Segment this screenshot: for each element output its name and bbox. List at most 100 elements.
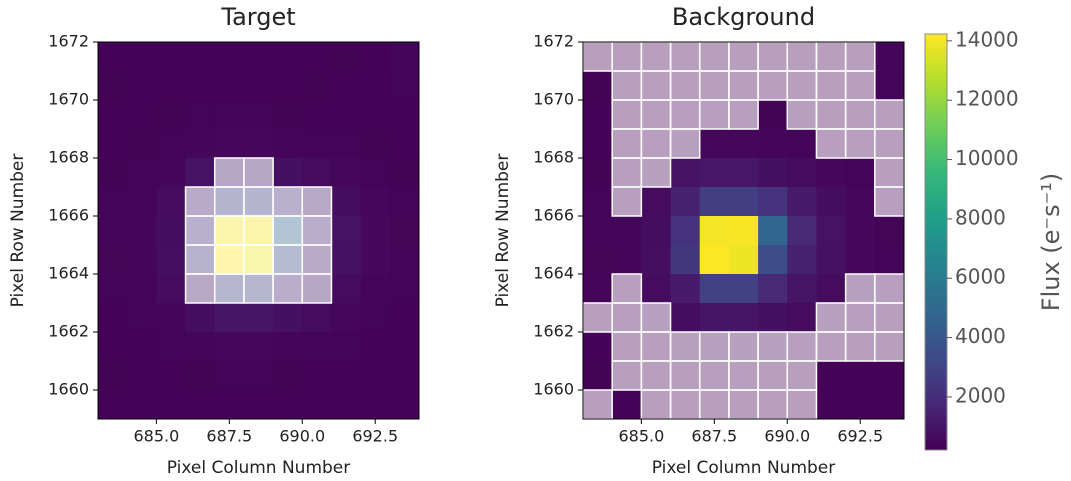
heat-cell <box>302 303 332 333</box>
mask-cell <box>156 216 185 245</box>
colorbar-step <box>925 375 947 380</box>
mask-cell <box>698 389 730 419</box>
mask-cell <box>184 215 216 246</box>
colorbar-step <box>925 412 947 418</box>
mask-cell <box>700 129 729 158</box>
heat-cell <box>127 361 157 391</box>
heat-cell <box>360 42 391 72</box>
mask-cell <box>361 71 390 100</box>
mask-cell <box>641 187 670 216</box>
y-axis-label: Pixel Row Number <box>8 154 28 308</box>
heat-cell <box>331 158 362 188</box>
heat-cell <box>583 361 613 391</box>
mask-cell <box>671 303 700 332</box>
mask-cell <box>669 389 701 419</box>
mask-cell <box>758 100 787 129</box>
heat-cell <box>670 274 701 304</box>
heat-cell <box>273 158 303 188</box>
mask-cell <box>156 245 185 274</box>
mask-cell <box>127 42 156 71</box>
colorbar-step <box>925 88 947 93</box>
heat-cell <box>156 390 187 419</box>
mask-cell <box>98 303 127 332</box>
colorbar-step <box>925 67 947 72</box>
heat-cell <box>273 129 303 159</box>
mask-cell <box>215 42 244 71</box>
mask-cell <box>669 360 701 391</box>
mask-cell <box>875 361 904 390</box>
mask-cell <box>700 216 729 245</box>
mask-cell <box>816 390 845 419</box>
mask-cell <box>787 158 816 187</box>
heat-cell <box>816 390 847 419</box>
mask-cell <box>583 42 613 72</box>
colorbar-step <box>925 250 947 255</box>
heat-cell <box>185 332 216 362</box>
mask-cell <box>700 245 729 274</box>
heat-cell <box>758 245 788 275</box>
mask-cell <box>98 274 127 303</box>
mask-cell <box>273 42 302 71</box>
heat-cell <box>845 390 876 419</box>
heat-cell <box>845 216 876 246</box>
mask-cell <box>184 244 216 275</box>
y-tick-label: 1664 <box>48 264 89 283</box>
colorbar-step <box>925 287 947 293</box>
mask-cell <box>390 158 419 187</box>
heat-cell <box>816 274 847 304</box>
mask-cell <box>787 274 816 303</box>
mask-cell <box>583 158 612 187</box>
heat-cell <box>816 187 847 217</box>
mask-cell <box>390 361 419 390</box>
colorbar-step <box>925 142 947 147</box>
colorbar-step <box>925 237 947 243</box>
mask-cell <box>698 331 730 362</box>
mask-cell <box>331 303 360 332</box>
colorbar-step <box>925 283 947 289</box>
heat-cell <box>360 390 391 419</box>
mask-cell <box>390 71 419 100</box>
mask-cell <box>815 302 847 333</box>
heat-cell <box>758 303 788 333</box>
heat-cell <box>331 216 362 246</box>
mask-cell <box>815 99 847 130</box>
mask-cell <box>127 390 156 419</box>
mask-cell <box>331 216 360 245</box>
heat-cell <box>302 100 332 130</box>
colorbar-step <box>925 266 947 272</box>
mask-cell <box>272 244 304 275</box>
colorbar-step <box>925 100 947 106</box>
mask-cell <box>846 245 875 274</box>
heat-cell <box>583 187 613 217</box>
x-tick-label: 687.5 <box>691 427 737 446</box>
colorbar-step <box>925 75 947 81</box>
colorbar-label: Flux (e⁻s⁻¹) <box>1037 173 1065 311</box>
heat-cell <box>728 158 759 188</box>
mask-cell <box>846 158 875 187</box>
heat-cell <box>331 100 362 130</box>
heat-cell <box>214 390 245 419</box>
heat-cell <box>360 303 391 333</box>
mask-cell <box>156 187 185 216</box>
heat-cell <box>699 303 730 333</box>
mask-cell <box>612 216 641 245</box>
mask-cell <box>272 215 304 246</box>
mask-cell <box>331 42 360 71</box>
heat-cell <box>389 100 419 130</box>
colorbar-step <box>925 329 947 335</box>
heat-cell <box>273 100 303 130</box>
heat-cell <box>127 216 157 246</box>
mask-cell <box>127 158 156 187</box>
mask-cell <box>758 245 787 274</box>
mask-cell <box>301 273 333 304</box>
heat-cell <box>98 158 128 188</box>
mask-cell <box>186 100 215 129</box>
mask-cell <box>361 274 390 303</box>
mask-cell <box>729 303 758 332</box>
mask-cell <box>331 390 360 419</box>
heat-cell <box>185 303 216 333</box>
heat-cell <box>156 71 187 101</box>
colorbar-step <box>925 395 947 401</box>
heat-cell <box>185 71 216 101</box>
mask-cell <box>331 361 360 390</box>
